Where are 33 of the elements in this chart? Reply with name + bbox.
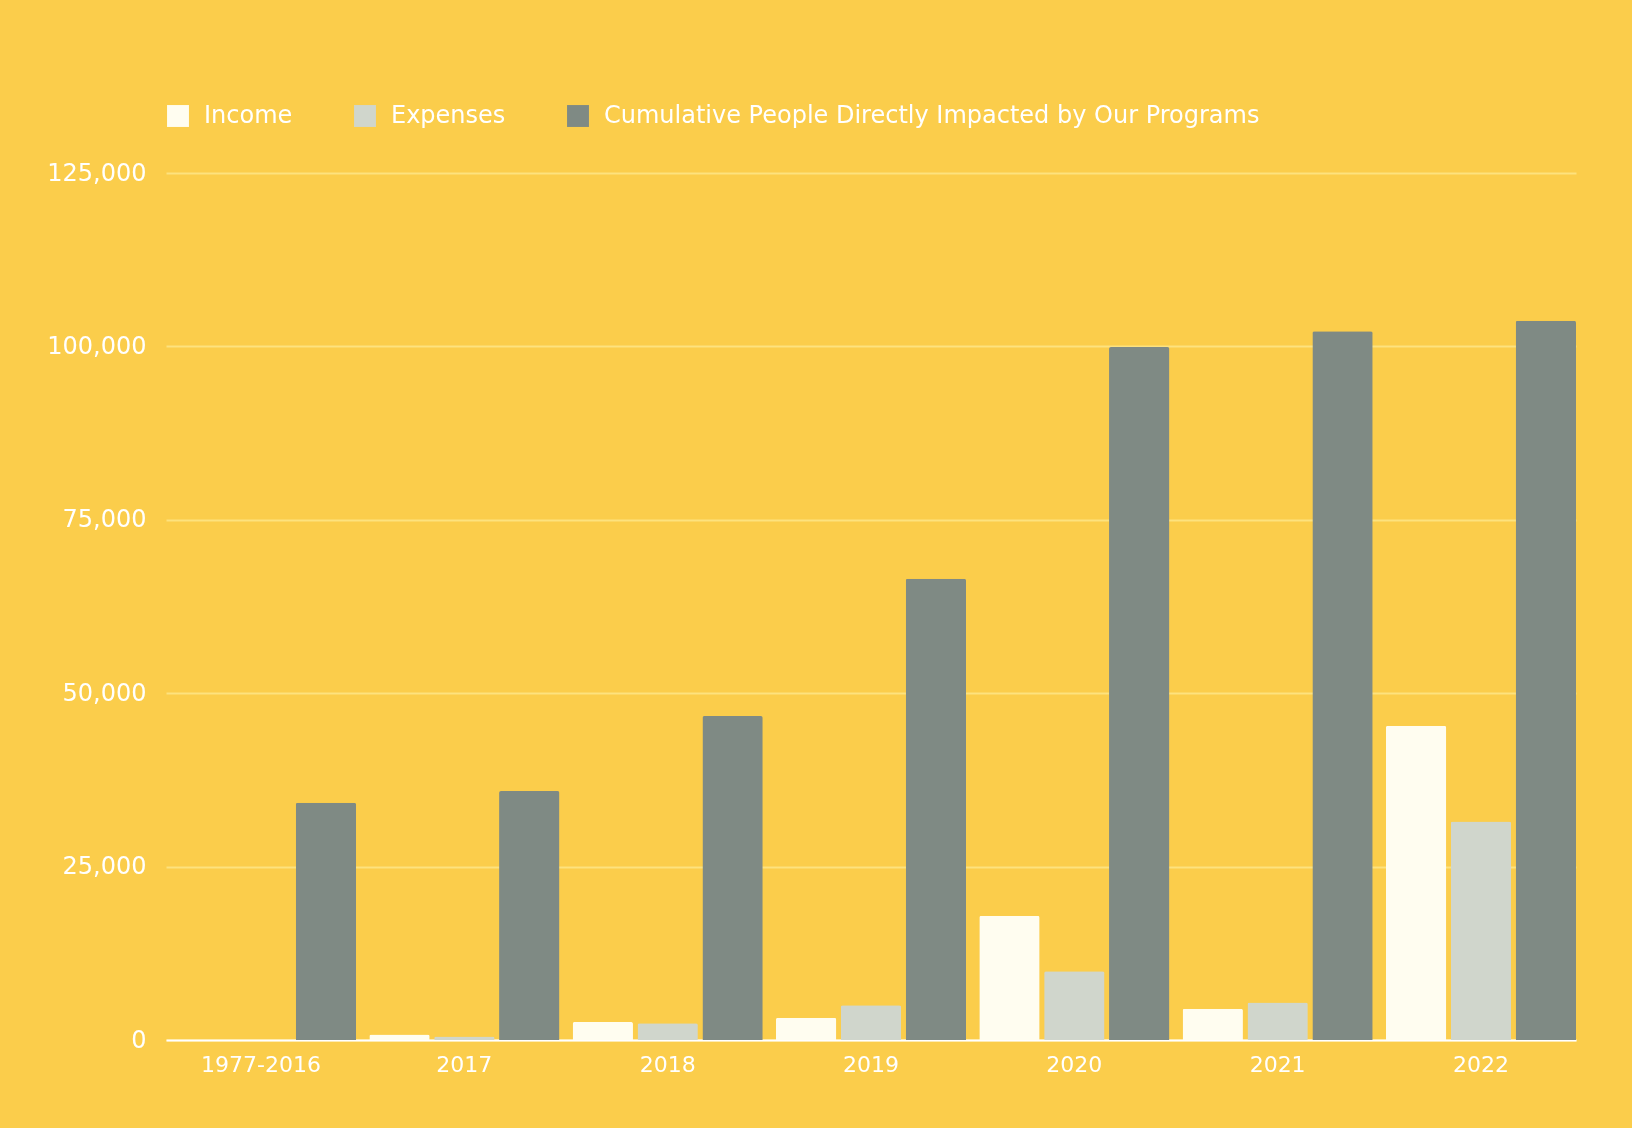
- legend-label: Expenses: [391, 101, 506, 129]
- x-tick-label: 2019: [843, 1051, 899, 1077]
- bar: [295, 802, 357, 1040]
- bar: [979, 915, 1040, 1040]
- bar: [1450, 821, 1512, 1040]
- x-tick-label: 2022: [1452, 1051, 1509, 1077]
- legend-label: Income: [204, 101, 293, 129]
- bar: [1515, 320, 1576, 1040]
- bar: [637, 1023, 698, 1040]
- bar: [1182, 1008, 1243, 1040]
- bar: [572, 1021, 633, 1040]
- y-tick-label: 75,000: [62, 505, 147, 534]
- x-tick-label: 2017: [436, 1051, 493, 1077]
- bar: [1044, 971, 1105, 1040]
- x-tick-label: 1977-2016: [201, 1051, 322, 1077]
- bar: [1247, 1002, 1308, 1040]
- bar: [840, 1005, 902, 1040]
- x-tick-label: 2020: [1046, 1051, 1103, 1077]
- y-tick-label: 125,000: [47, 158, 147, 187]
- bar: [1312, 331, 1373, 1040]
- y-tick-label: 50,000: [62, 678, 147, 707]
- bar: [1109, 347, 1170, 1040]
- y-tick-label: 100,000: [47, 331, 147, 360]
- bar: [1385, 725, 1447, 1040]
- legend-label: Cumulative People Directly Impacted by Our Programs: [604, 101, 1260, 129]
- bar: [775, 1017, 837, 1040]
- bar: [905, 578, 967, 1040]
- y-tick-label: 25,000: [62, 852, 147, 881]
- bar: [702, 716, 763, 1040]
- x-tick-label: 2018: [639, 1051, 696, 1077]
- y-tick-label: 0: [131, 1025, 147, 1054]
- x-tick-label: 2021: [1249, 1051, 1306, 1077]
- bar: [499, 791, 560, 1040]
